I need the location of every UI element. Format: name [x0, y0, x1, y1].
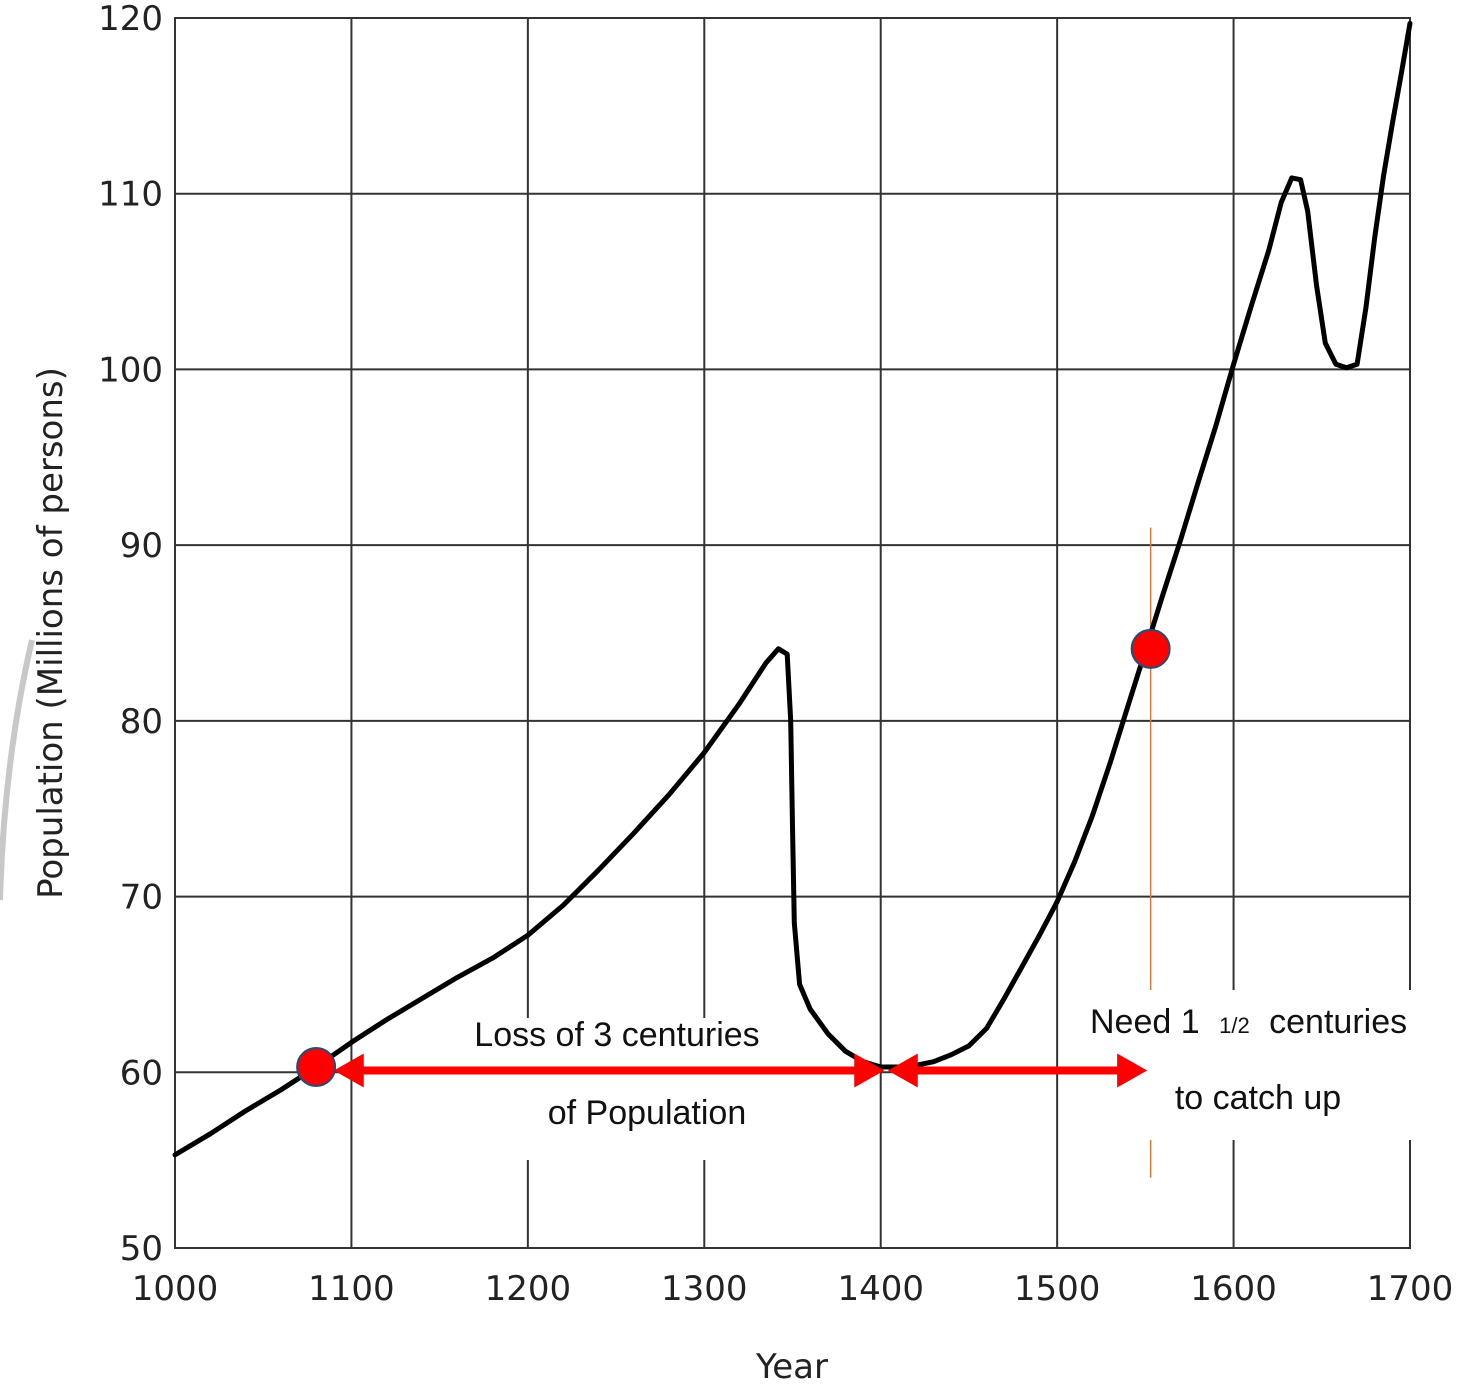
markers-layer	[296, 628, 1171, 1088]
left-decorative-arc	[0, 639, 35, 901]
y-tick-label-120: 120	[98, 0, 163, 39]
x-tick-label-1500: 1500	[1014, 1269, 1101, 1309]
x-tick-label-1000: 1000	[132, 1269, 219, 1309]
arrow-head-left-1	[887, 1053, 918, 1088]
need-annotation-fraction: 1/2	[1219, 1013, 1250, 1038]
x-tick-label-1600: 1600	[1190, 1269, 1277, 1309]
loss-annotation-line2: of Population	[548, 1094, 747, 1132]
data-marker-1	[1130, 628, 1171, 669]
loss-label-background	[440, 1018, 790, 1160]
series-line-0	[172, 20, 1413, 1158]
loss-annotation-line1: Loss of 3 centuries	[474, 1016, 759, 1054]
y-tick-label-90: 90	[120, 526, 163, 566]
series-layer	[172, 20, 1413, 1158]
arrow-head-left-0	[333, 1053, 364, 1088]
x-tick-label-1400: 1400	[837, 1269, 924, 1309]
x-tick-labels: 1000 1100 1200 1300 1400 1500 1600 1700	[132, 1269, 1454, 1309]
need-annotation-prefix: Need 1	[1090, 1003, 1200, 1041]
y-tick-label-110: 110	[98, 175, 163, 215]
arrow-head-right-0	[854, 1053, 885, 1088]
data-marker-0	[296, 1047, 337, 1088]
y-tick-label-60: 60	[120, 1053, 163, 1093]
x-tick-label-1200: 1200	[485, 1269, 572, 1309]
x-axis-title: Year	[755, 1347, 828, 1387]
y-tick-label-50: 50	[120, 1229, 163, 1269]
y-axis-title: Population (Millions of persons)	[31, 367, 71, 899]
y-tick-label-70: 70	[120, 878, 163, 918]
need-annotation-line1: Need 1 1/2 centuries	[1090, 1003, 1407, 1041]
arrow-head-right-1	[1117, 1053, 1148, 1088]
x-tick-label-1300: 1300	[661, 1269, 748, 1309]
y-tick-label-100: 100	[98, 350, 163, 390]
y-tick-labels: 50 60 70 80 90 100 110 120	[98, 0, 163, 1269]
y-tick-label-80: 80	[120, 702, 163, 742]
x-tick-label-1100: 1100	[308, 1269, 395, 1309]
need-label-background	[1085, 990, 1437, 1140]
need-annotation-suffix: centuries	[1269, 1003, 1407, 1041]
arrows-layer	[333, 1053, 1148, 1088]
x-tick-label-1700: 1700	[1367, 1269, 1454, 1309]
need-annotation-line2: to catch up	[1175, 1079, 1341, 1117]
